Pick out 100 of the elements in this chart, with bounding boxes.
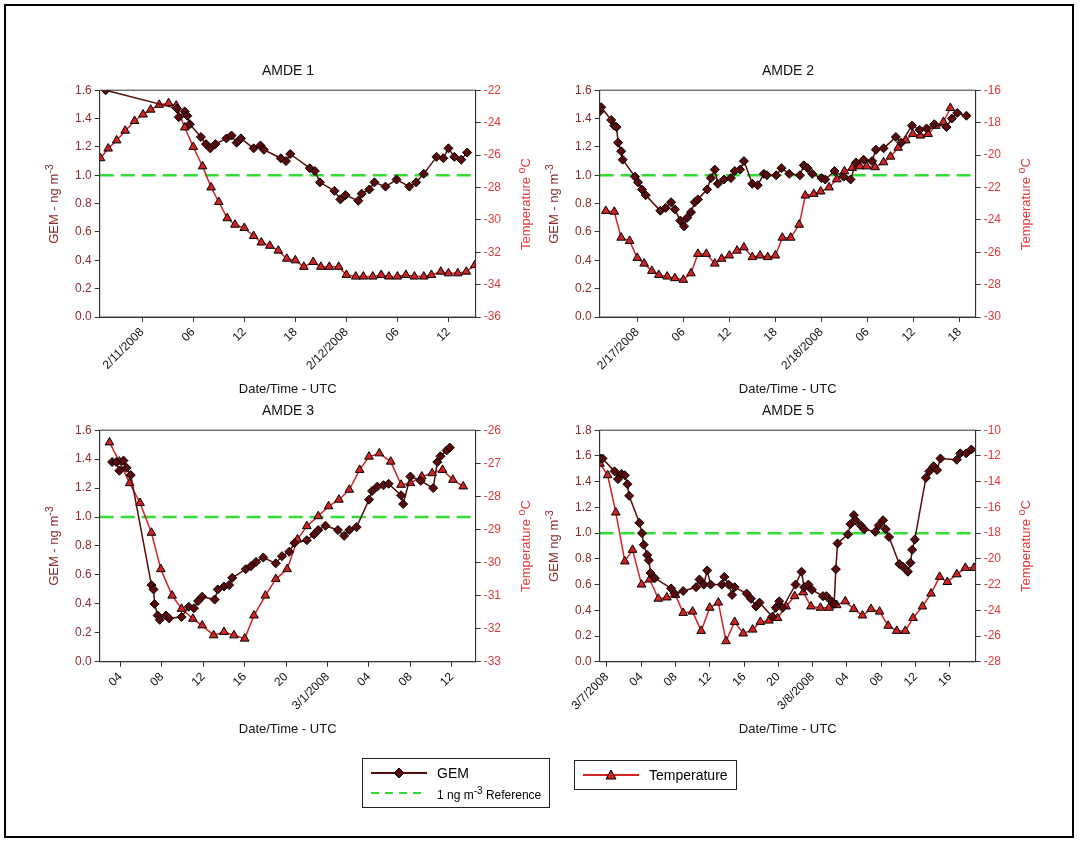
- y2-tick-label: -18: [983, 114, 1002, 129]
- y-tick-label: 0.6: [74, 567, 92, 582]
- y2-tick-label: -18: [983, 525, 1002, 540]
- y2-tick-label: -20: [983, 147, 1002, 162]
- y2-tick-label: -32: [483, 244, 502, 259]
- x-tick-label: 20: [271, 669, 291, 689]
- y2-tick-label: -36: [483, 309, 502, 324]
- y-tick-label: 1.0: [574, 525, 592, 540]
- y-tick-label: 1.0: [74, 509, 92, 524]
- x-tick-label: 12: [229, 324, 249, 345]
- y-tick-label: 1.4: [574, 110, 592, 125]
- x-tick-label: 12: [900, 669, 921, 689]
- y-tick-label: 1.2: [574, 499, 592, 514]
- chart-title: AMDE 3: [260, 402, 316, 418]
- x-tick-label: 12: [188, 669, 208, 689]
- x-axis-title: Date/Time - UTC: [238, 381, 337, 396]
- x-tick-label: 06: [178, 324, 198, 345]
- y-tick-label: 1.2: [74, 480, 92, 495]
- y-tick-label: 1.6: [74, 422, 92, 437]
- x-tick-label: 12: [694, 669, 715, 689]
- y-tick-label: 1.0: [574, 167, 592, 182]
- y2-tick-label: -24: [983, 602, 1002, 617]
- x-tick-label: 06: [668, 324, 688, 345]
- y-tick-label: 0.4: [74, 596, 92, 611]
- x-tick-label: 12: [898, 324, 919, 345]
- y2-tick-label: -22: [983, 179, 1002, 194]
- y-tick-label: 1.4: [574, 473, 592, 488]
- y-tick-label: 0.4: [74, 252, 92, 267]
- y2-tick-label: -22: [983, 576, 1002, 591]
- x-tick-label: 16: [935, 669, 955, 689]
- y2-tick-label: -32: [483, 621, 502, 636]
- x-tick-label: 18: [944, 324, 965, 345]
- y-tick-label: 1.0: [74, 167, 92, 182]
- y-tick-label: 1.2: [74, 139, 92, 154]
- y2-tick-label: -14: [983, 473, 1002, 488]
- y2-tick-label: -22: [483, 82, 502, 97]
- x-tick-label: 16: [229, 669, 250, 689]
- y2-tick-label: -24: [483, 114, 502, 129]
- y-tick-label: 0.0: [74, 309, 92, 324]
- y2-tick-label: -30: [483, 212, 502, 227]
- y2-tick-label: -28: [483, 179, 502, 194]
- x-tick-label: 06: [382, 324, 403, 345]
- y2-tick-label: -26: [983, 244, 1002, 259]
- y2-tick-label: -26: [483, 422, 502, 437]
- y2-tick-label: -27: [483, 455, 502, 470]
- y2-tick-label: -28: [983, 654, 1002, 669]
- y2-tick-label: -26: [983, 628, 1002, 643]
- y-tick-label: 1.4: [74, 451, 92, 466]
- y2-tick-label: -30: [483, 554, 502, 569]
- x-tick-label: 08: [866, 669, 886, 689]
- x-tick-label: 08: [395, 669, 416, 689]
- x-tick-label: 18: [760, 324, 781, 345]
- y-tick-label: 1.8: [574, 422, 592, 437]
- y2-tick-label: -16: [983, 82, 1002, 97]
- y-tick-label: 1.2: [574, 139, 592, 154]
- chart-title: AMDE 5: [760, 402, 816, 418]
- y2-tick-label: -33: [483, 654, 502, 669]
- y2-tick-label: -16: [983, 499, 1002, 514]
- y-tick-label: 1.6: [74, 82, 92, 97]
- x-tick-label: 20: [763, 669, 784, 689]
- x-tick-label: 08: [660, 669, 681, 689]
- y-tick-label: 0.0: [574, 654, 592, 669]
- x-tick-label: 06: [852, 324, 873, 345]
- y2-tick-label: -12: [983, 448, 1002, 463]
- y2-tick-label: -28: [483, 488, 502, 503]
- y-tick-label: 0.6: [74, 224, 92, 239]
- y-tick-label: 0.0: [574, 309, 592, 324]
- x-tick-label: 04: [832, 669, 852, 689]
- y-tick-label: 0.2: [74, 281, 92, 296]
- x-tick-label: 12: [714, 324, 735, 345]
- legend-label: GEM: [437, 765, 469, 781]
- y2-tick-label: -10: [983, 422, 1002, 437]
- y-tick-label: 0.2: [74, 625, 92, 640]
- y-tick-label: 0.6: [574, 224, 592, 239]
- y2-tick-label: -29: [483, 521, 502, 536]
- y-tick-label: 0.8: [574, 551, 592, 566]
- y2-tick-label: -28: [983, 276, 1002, 291]
- x-tick-label: 04: [626, 669, 646, 689]
- y-tick-label: 1.4: [74, 110, 92, 125]
- x-tick-label: 12: [436, 669, 457, 689]
- y-tick-label: 0.4: [574, 602, 592, 617]
- x-tick-label: 04: [105, 669, 126, 689]
- y-tick-label: 0.2: [574, 628, 592, 643]
- x-tick-label: 04: [354, 669, 374, 689]
- x-tick-label: 08: [146, 669, 167, 689]
- x-tick-label: 16: [729, 669, 749, 689]
- x-axis-title: Date/Time - UTC: [738, 721, 837, 736]
- chart-title: AMDE 1: [260, 62, 316, 78]
- y2-tick-label: -24: [983, 212, 1002, 227]
- y-tick-label: 1.6: [574, 82, 592, 97]
- x-tick-label: 12: [433, 324, 454, 345]
- chart-title: AMDE 2: [760, 62, 816, 78]
- y2-tick-label: -30: [983, 309, 1002, 324]
- y-tick-label: 1.6: [574, 448, 592, 463]
- y-tick-label: 0.4: [574, 252, 592, 267]
- y2-tick-label: -20: [983, 551, 1002, 566]
- legend-label: 1 ng m$^{-3}$ Reference: [437, 784, 542, 802]
- x-tick-label: 18: [280, 324, 301, 345]
- y-tick-label: 0.2: [574, 281, 592, 296]
- y-tick-label: 0.8: [74, 195, 92, 210]
